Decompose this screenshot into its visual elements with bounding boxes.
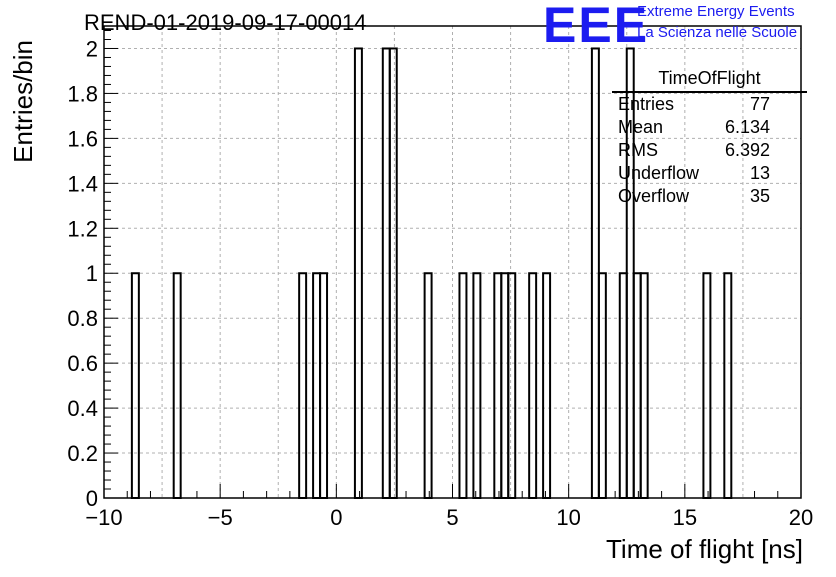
stats-row-mean: Mean 6.134 bbox=[618, 116, 770, 139]
stats-value: 77 bbox=[749, 94, 770, 114]
histogram-bar bbox=[298, 272, 308, 499]
histogram-bar bbox=[500, 272, 510, 499]
histogram-bar bbox=[172, 272, 182, 499]
histogram-bar bbox=[639, 272, 649, 499]
x-tick-label: 10 bbox=[556, 505, 580, 530]
stats-label: Entries bbox=[618, 94, 675, 114]
stats-value: 6.134 bbox=[724, 117, 770, 137]
y-tick-label: 0.2 bbox=[67, 441, 98, 466]
stats-label: Underflow bbox=[618, 163, 700, 183]
brand-subtitle-2: La Scienza nelle Scuole bbox=[637, 24, 798, 41]
histogram-bar bbox=[542, 272, 552, 499]
histogram-bar bbox=[723, 272, 733, 499]
stats-row-underflow: Underflow 13 bbox=[618, 162, 770, 185]
eee-logo: EEE bbox=[543, 0, 650, 53]
stats-label: Overflow bbox=[618, 186, 690, 206]
statistics-box: TimeOfFlight Entries 77 Mean 6.134 RMS 6… bbox=[612, 66, 807, 208]
stats-divider bbox=[612, 91, 807, 93]
histogram-bar bbox=[458, 272, 468, 499]
x-tick-label: 5 bbox=[446, 505, 458, 530]
y-tick-label: 1.6 bbox=[67, 126, 98, 151]
histogram-bar bbox=[472, 272, 482, 499]
stats-value: 35 bbox=[749, 186, 770, 206]
histogram-bar bbox=[130, 272, 140, 499]
stats-value: 13 bbox=[749, 163, 770, 183]
tick-layer bbox=[103, 29, 802, 499]
histogram-bar bbox=[319, 272, 329, 499]
y-tick-label: 1.4 bbox=[67, 171, 98, 196]
histogram-bar bbox=[618, 272, 628, 499]
y-tick-label: 0 bbox=[86, 486, 98, 511]
x-axis-label: Time of flight [ns] bbox=[606, 534, 803, 564]
stats-value: 6.392 bbox=[724, 140, 770, 160]
histogram-bar bbox=[507, 272, 517, 499]
histogram-bar bbox=[702, 272, 712, 499]
y-tick-label: 0.6 bbox=[67, 351, 98, 376]
brand-subtitle-1: Extreme Energy Events bbox=[637, 3, 795, 20]
stats-row-entries: Entries 77 bbox=[618, 93, 770, 116]
grid-layer bbox=[104, 26, 801, 498]
histogram-bar bbox=[632, 272, 642, 499]
x-tick-label: 15 bbox=[673, 505, 697, 530]
y-tick-label: 0.8 bbox=[67, 306, 98, 331]
stats-label: Mean bbox=[618, 117, 664, 137]
histogram-bar bbox=[528, 272, 538, 499]
x-tick-label: 0 bbox=[330, 505, 342, 530]
y-tick-label: 2 bbox=[86, 36, 98, 61]
stats-row-overflow: Overflow 35 bbox=[618, 185, 770, 208]
stats-title: TimeOfFlight bbox=[658, 68, 761, 88]
y-tick-label: 1 bbox=[86, 261, 98, 286]
histogram-bar bbox=[597, 272, 607, 499]
x-tick-label: 20 bbox=[789, 505, 813, 530]
x-tick-label: −5 bbox=[208, 505, 233, 530]
y-axis-label: Entries/bin bbox=[8, 40, 38, 163]
histogram-bar bbox=[312, 272, 322, 499]
chart-title: REND-01-2019-09-17-00014 bbox=[84, 10, 367, 35]
y-tick-label: 1.8 bbox=[67, 81, 98, 106]
y-tick-label: 0.4 bbox=[67, 396, 98, 421]
x-tick-label: −10 bbox=[85, 505, 122, 530]
stats-label: RMS bbox=[618, 140, 658, 160]
stats-row-rms: RMS 6.392 bbox=[618, 139, 770, 162]
histogram-bar bbox=[493, 272, 503, 499]
y-tick-label: 1.2 bbox=[67, 216, 98, 241]
tick-label-layer: −10 −5 0 5 10 15 20 0 0.2 0.4 0.6 0.8 1 1.2 1.4 1.6 1.8 2 bbox=[67, 36, 813, 530]
histogram-bar bbox=[423, 272, 433, 499]
